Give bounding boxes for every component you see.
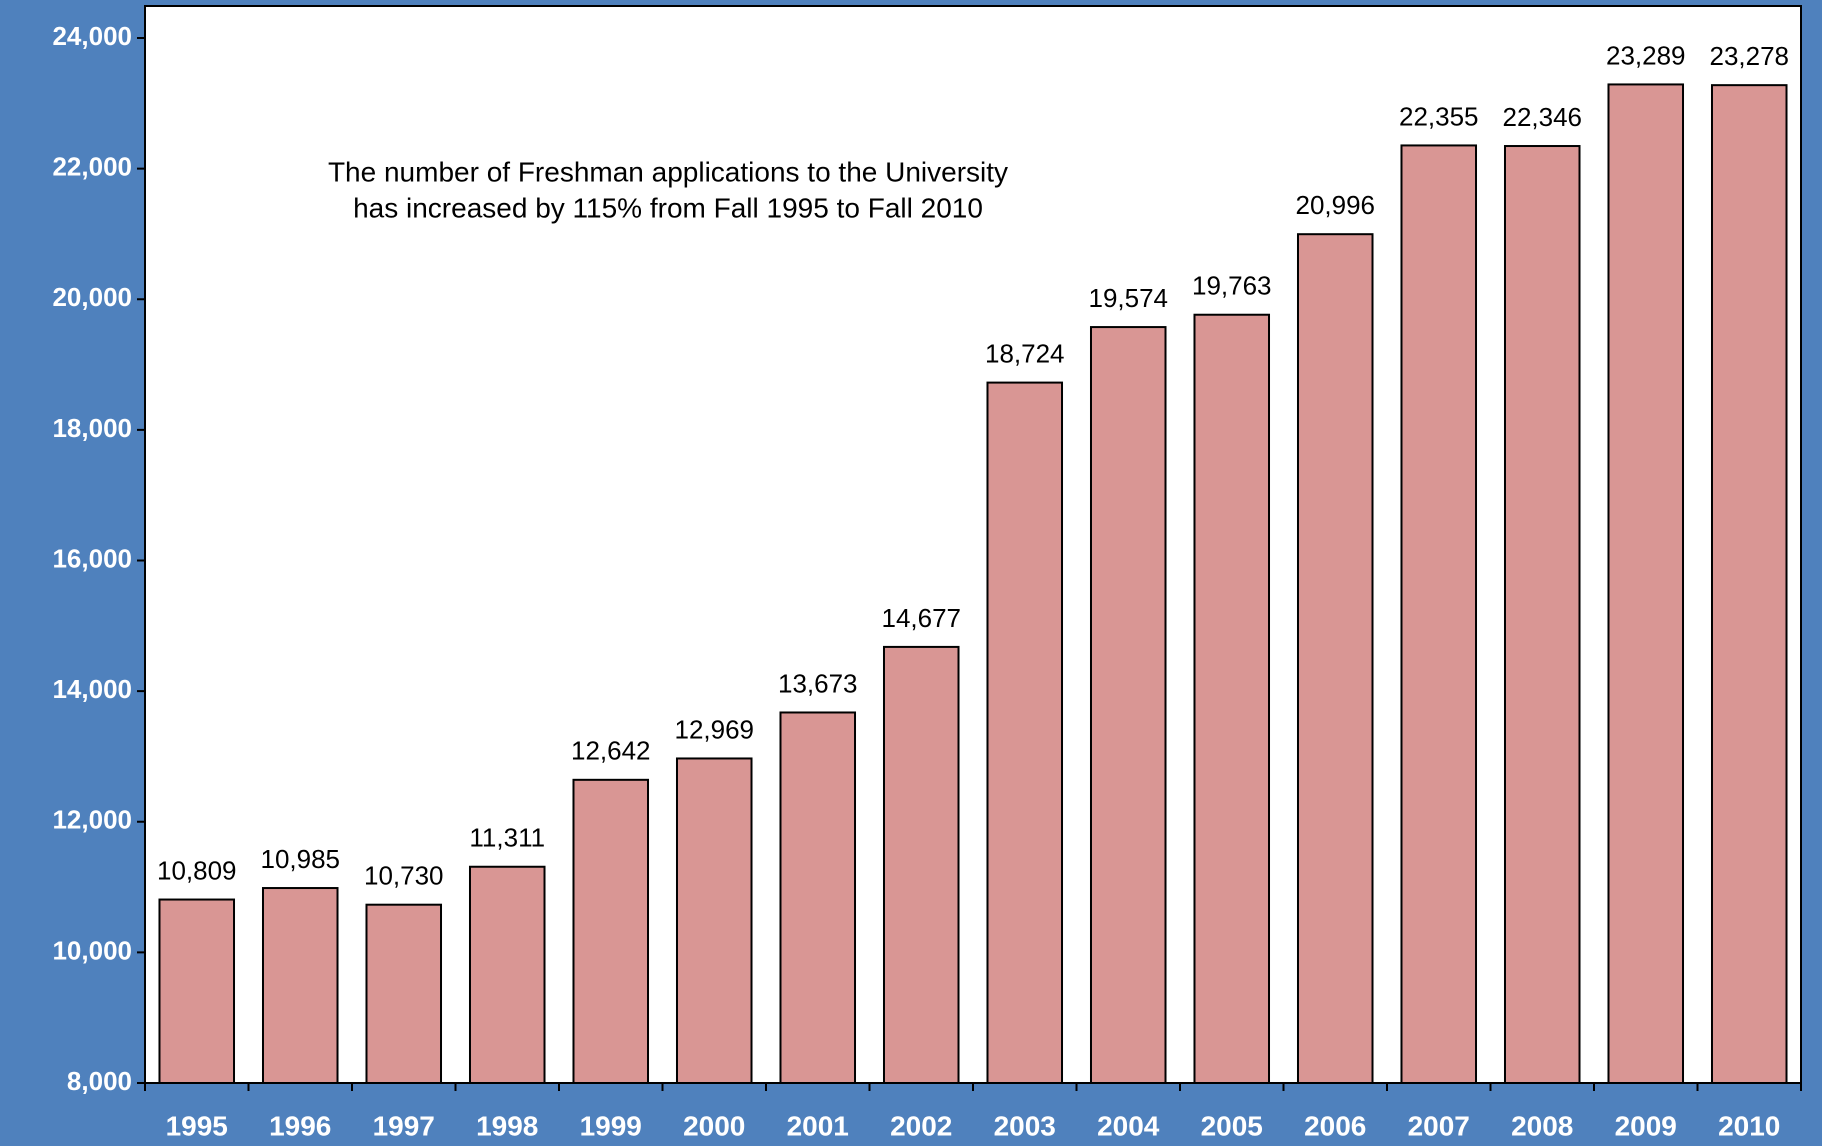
y-tick-label: 22,000 bbox=[52, 152, 132, 182]
value-label: 13,673 bbox=[778, 668, 858, 698]
bar bbox=[468, 865, 546, 1084]
y-tick-label: 14,000 bbox=[52, 674, 132, 704]
bar bbox=[1710, 84, 1788, 1084]
y-tick-label: 10,000 bbox=[52, 935, 132, 965]
value-label: 22,355 bbox=[1399, 101, 1479, 131]
y-tick-label: 24,000 bbox=[52, 21, 132, 51]
bar bbox=[1089, 326, 1167, 1084]
bar bbox=[261, 887, 339, 1084]
value-label: 19,574 bbox=[1088, 283, 1168, 313]
bar bbox=[572, 778, 650, 1085]
y-tick-label: 16,000 bbox=[52, 543, 132, 573]
y-tick-label: 8,000 bbox=[67, 1066, 132, 1096]
x-tick-label: 2009 bbox=[1615, 1110, 1677, 1141]
value-label: 18,724 bbox=[985, 338, 1065, 368]
x-tick-label: 2005 bbox=[1201, 1110, 1263, 1141]
x-tick-label: 1996 bbox=[269, 1110, 331, 1141]
bar bbox=[986, 381, 1064, 1084]
value-label: 12,969 bbox=[674, 714, 754, 744]
value-label: 22,346 bbox=[1502, 102, 1582, 132]
value-label: 12,642 bbox=[571, 736, 651, 766]
x-tick-label: 2000 bbox=[683, 1110, 745, 1141]
bar bbox=[365, 903, 443, 1085]
bar bbox=[1193, 313, 1271, 1084]
x-tick-label: 2007 bbox=[1408, 1110, 1470, 1141]
x-tick-label: 2002 bbox=[890, 1110, 952, 1141]
x-tick-label: 1998 bbox=[476, 1110, 538, 1141]
value-label: 10,809 bbox=[157, 855, 237, 885]
bar bbox=[1296, 233, 1374, 1085]
x-tick-label: 2001 bbox=[787, 1110, 849, 1141]
annotation: The number of Freshman applications to t… bbox=[328, 156, 1008, 187]
y-tick-label: 12,000 bbox=[52, 805, 132, 835]
x-tick-label: 1997 bbox=[373, 1110, 435, 1141]
x-tick-label: 2003 bbox=[994, 1110, 1056, 1141]
value-label: 19,763 bbox=[1192, 271, 1272, 301]
value-label: 23,289 bbox=[1606, 40, 1686, 70]
x-tick-label: 1995 bbox=[166, 1110, 228, 1141]
value-label: 10,985 bbox=[260, 844, 340, 874]
x-tick-label: 2010 bbox=[1718, 1110, 1780, 1141]
bar bbox=[1503, 145, 1581, 1085]
y-tick-label: 20,000 bbox=[52, 282, 132, 312]
value-label: 14,677 bbox=[881, 603, 961, 633]
value-label: 23,278 bbox=[1709, 41, 1789, 71]
value-label: 20,996 bbox=[1295, 190, 1375, 220]
y-tick-label: 18,000 bbox=[52, 413, 132, 443]
bar bbox=[158, 898, 236, 1084]
x-tick-label: 1999 bbox=[580, 1110, 642, 1141]
bar bbox=[1400, 144, 1478, 1084]
value-label: 11,311 bbox=[469, 823, 545, 853]
bar bbox=[882, 645, 960, 1084]
bar bbox=[1607, 83, 1685, 1084]
bar bbox=[779, 711, 857, 1084]
x-tick-label: 2006 bbox=[1304, 1110, 1366, 1141]
x-tick-label: 2004 bbox=[1097, 1110, 1160, 1141]
value-label: 10,730 bbox=[364, 861, 444, 891]
annotation: has increased by 115% from Fall 1995 to … bbox=[353, 192, 983, 223]
bar bbox=[675, 757, 753, 1084]
x-tick-label: 2008 bbox=[1511, 1110, 1573, 1141]
